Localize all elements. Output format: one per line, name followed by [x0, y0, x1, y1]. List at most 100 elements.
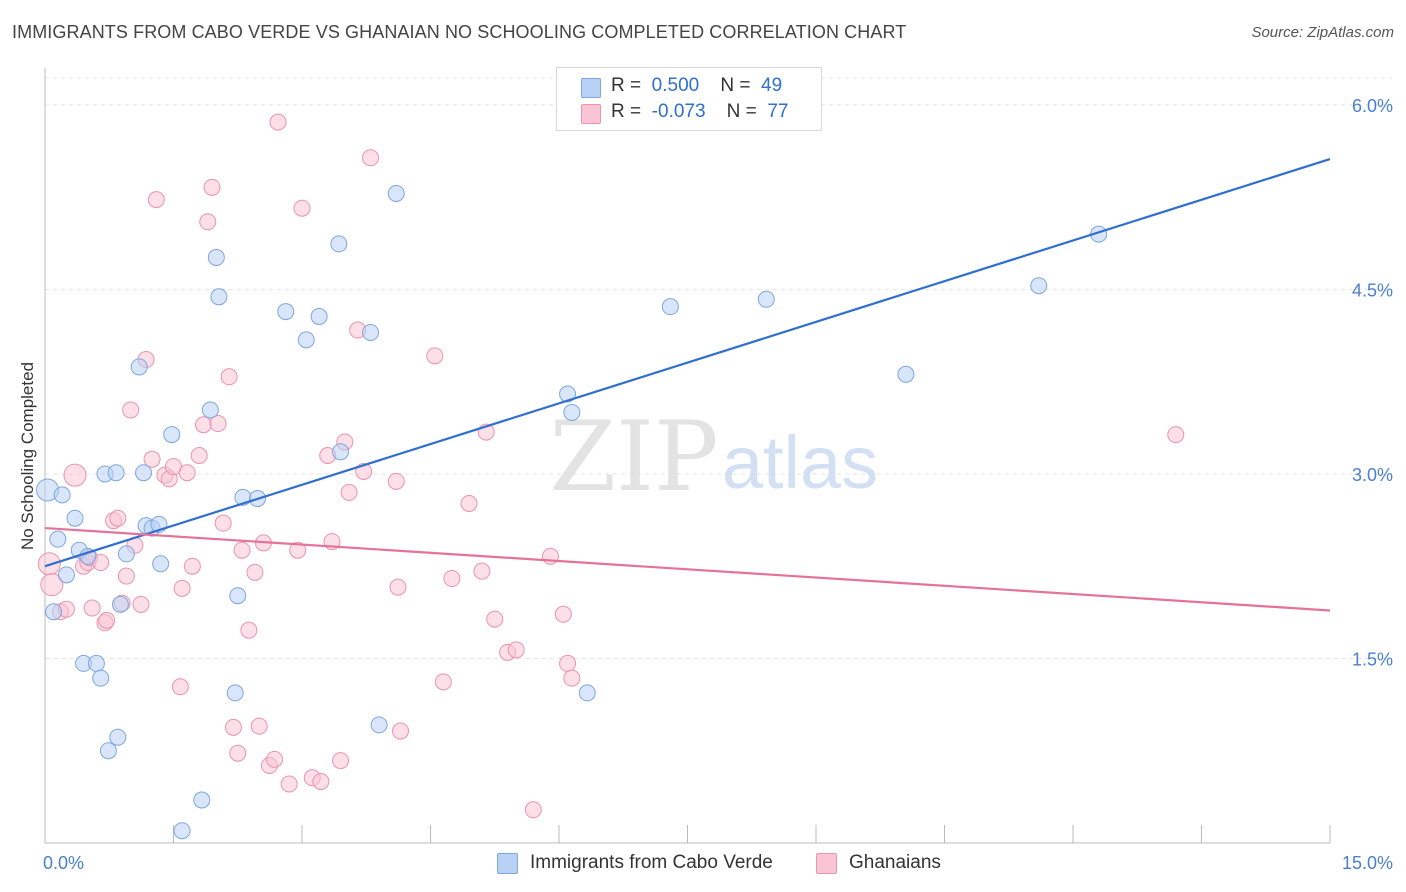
ghanaian-point: [362, 149, 380, 167]
cabo-verde-point: [49, 530, 67, 548]
ghanaian-point: [214, 514, 232, 532]
cabo-verde-point: [310, 307, 328, 325]
bottom-legend-swatch-pink: [816, 853, 837, 874]
cabo-verde-point: [173, 822, 191, 840]
chart-title: IMMIGRANTS FROM CABO VERDE VS GHANAIAN N…: [12, 22, 907, 42]
ghanaian-point: [178, 464, 196, 482]
cabo-verde-point: [207, 248, 225, 266]
cabo-verde-point: [117, 545, 135, 563]
legend-r-label: R =: [611, 75, 642, 96]
ghanaian-point: [266, 750, 284, 768]
cabo-verde-point: [201, 401, 219, 419]
ghanaian-point: [171, 678, 189, 696]
ghanaian-point: [183, 557, 201, 575]
legend-swatch-pink: [581, 104, 601, 124]
cabo-verde-point: [130, 358, 148, 376]
ghanaian-point: [293, 199, 311, 217]
ghanaian-point: [289, 541, 307, 559]
cabo-verde-point: [210, 288, 228, 306]
ghanaian-point: [83, 599, 101, 617]
ghanaian-point: [250, 717, 268, 735]
cabo-verde-point: [53, 486, 71, 504]
cabo-verde-point: [757, 290, 775, 308]
ghanaian-point: [199, 213, 217, 231]
cabo-verde-point: [370, 716, 388, 734]
legend-r-value: 0.500: [651, 75, 700, 96]
legend-n-label: N =: [726, 101, 757, 122]
cabo-verde-point: [135, 464, 153, 482]
ghanaian-point: [1167, 426, 1185, 444]
ghanaian-point: [554, 605, 572, 623]
cabo-verde-point: [57, 566, 75, 584]
cabo-verde-point: [107, 464, 125, 482]
cabo-verde-point: [297, 331, 315, 349]
y-tick-label: 1.5%: [1352, 649, 1393, 669]
cabo-verde-points: [36, 184, 1108, 840]
legend-n-label: N =: [720, 75, 751, 96]
trend-lines: [44, 157, 1331, 612]
cabo-verde-point: [193, 791, 211, 809]
watermark-atlas: atlas: [722, 421, 878, 504]
cabo-verde-point: [87, 654, 105, 672]
ghanaian-point: [269, 113, 287, 131]
x-tick-label: 0.0%: [43, 853, 84, 873]
ghanaians-points: [37, 113, 1185, 819]
ghanaian-point: [233, 541, 251, 559]
cabo-verde-point: [330, 235, 348, 253]
ghanaian-point: [392, 722, 410, 740]
ghanaian-point: [109, 509, 127, 527]
cabo-verde-point: [66, 509, 84, 527]
cabo-verde-point: [277, 303, 295, 321]
ghanaian-point: [426, 347, 444, 365]
cabo-verde-point: [362, 323, 380, 341]
ghanaian-point: [117, 567, 135, 585]
ghanaian-point: [443, 570, 461, 588]
ghanaian-point: [507, 641, 525, 659]
legend-n-value: 49: [761, 75, 783, 96]
ghanaian-point: [143, 450, 161, 468]
cabo-verde-point: [559, 385, 577, 403]
ghanaian-point: [563, 669, 581, 687]
watermark: ZIP atlas: [549, 401, 878, 513]
cabo-verde-point: [226, 684, 244, 702]
legend-r-label: R =: [611, 101, 642, 122]
ghanaian-point: [173, 579, 191, 597]
cabo-verde-point: [99, 742, 117, 760]
ghanaian-point: [280, 775, 298, 793]
correlation-legend: R = 0.500 N = 49 R = -0.073 N = 77: [556, 67, 822, 131]
cabo-verde-point: [229, 587, 247, 605]
watermark-zip: ZIP: [549, 401, 718, 513]
y-tick-label: 3.0%: [1352, 465, 1393, 485]
ghanaian-point: [389, 578, 407, 596]
ghanaian-point: [246, 563, 264, 581]
cabo-verde-point: [152, 555, 170, 573]
ghanaian-point: [340, 483, 358, 501]
legend-swatch-blue: [581, 78, 601, 98]
cabo-verde-point: [897, 365, 915, 383]
cabo-verde-trend-line: [44, 157, 1331, 568]
cabo-verde-point: [92, 669, 110, 687]
ghanaian-point: [473, 562, 491, 580]
cabo-verde-point: [332, 443, 350, 461]
legend-r-value: -0.073: [651, 101, 706, 122]
ghanaian-point: [122, 401, 140, 419]
cabo-verde-point: [578, 684, 596, 702]
x-tick-label: 15.0%: [1342, 853, 1393, 873]
cabo-verde-point: [111, 595, 129, 613]
cabo-verde-point: [109, 728, 127, 746]
ghanaian-point: [147, 191, 165, 209]
ghanaian-trend-line: [44, 526, 1331, 612]
ghanaian-point: [194, 416, 212, 434]
ghanaian-point: [240, 621, 258, 639]
axes: [44, 68, 1331, 844]
tick-labels: 1.5% 3.0% 4.5% 6.0% 0.0% 15.0%: [43, 96, 1393, 873]
ghanaian-point: [209, 415, 227, 433]
ghanaian-point: [63, 463, 87, 487]
ghanaian-point: [98, 611, 116, 629]
ghanaian-point: [559, 654, 577, 672]
legend-n-value: 77: [767, 101, 789, 122]
ghanaian-point: [203, 178, 221, 196]
chart-source: Source: ZipAtlas.com: [1251, 24, 1394, 41]
cabo-verde-point: [45, 603, 63, 621]
cabo-verde-point: [1030, 277, 1048, 295]
